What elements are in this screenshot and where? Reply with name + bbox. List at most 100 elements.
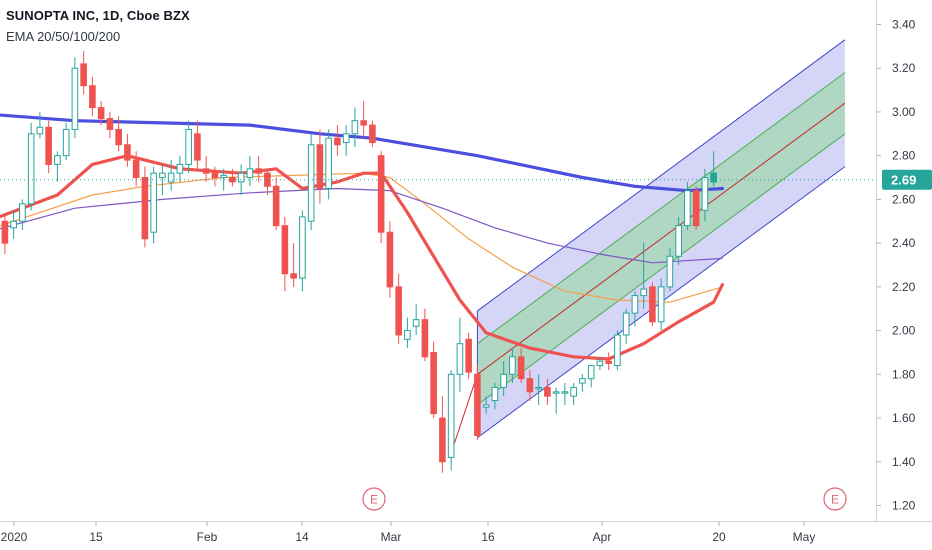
- candle: [62, 122, 70, 161]
- candle: [150, 166, 157, 244]
- candle-body: [561, 391, 569, 394]
- earnings-marker[interactable]: E: [823, 487, 847, 511]
- candle-body: [386, 231, 394, 288]
- earnings-marker[interactable]: E: [362, 487, 386, 511]
- candle: [36, 111, 44, 139]
- channel-median-line: [477, 102, 846, 375]
- candle-body: [692, 190, 700, 227]
- candle: [10, 210, 17, 239]
- candle: [246, 155, 254, 187]
- candle-body: [150, 172, 157, 233]
- price-tick-label: 3.20: [892, 61, 916, 75]
- candle-body: [570, 386, 577, 397]
- candle-body: [430, 351, 437, 415]
- candle-body: [421, 319, 429, 358]
- candle: [684, 181, 691, 231]
- candle: [430, 341, 437, 419]
- candle: [579, 374, 586, 392]
- candle-body: [526, 378, 534, 393]
- candle-body: [369, 124, 376, 144]
- candle-body: [1, 220, 9, 244]
- candle: [342, 125, 350, 156]
- candle: [421, 308, 429, 362]
- time-tick-label: 20: [712, 530, 726, 544]
- candle: [622, 308, 630, 344]
- candle-body: [62, 128, 70, 157]
- candle-body: [167, 172, 175, 183]
- candle: [316, 129, 324, 204]
- candle: [360, 101, 367, 139]
- candle-body: [622, 312, 630, 336]
- candle-body: [439, 417, 446, 463]
- candle: [465, 332, 472, 379]
- candle-body: [447, 373, 455, 458]
- candle-body: [237, 172, 245, 183]
- price-tick-label: 2.40: [892, 236, 916, 250]
- price-axis-background: [876, 0, 932, 550]
- time-tick-label: 16: [481, 530, 495, 544]
- candle: [447, 369, 455, 471]
- candle: [605, 352, 612, 370]
- candle: [272, 177, 280, 231]
- ema20-line: [0, 154, 724, 361]
- candle-body: [202, 168, 210, 174]
- time-axis: 2020 15 Feb 14 Mar 16 Apr 20 May: [0, 521, 932, 550]
- price-tick-label: 2.00: [892, 324, 916, 338]
- price-tick-label: 1.80: [892, 367, 916, 381]
- candle: [351, 107, 359, 147]
- candle-body: [334, 137, 341, 146]
- candle-body: [194, 133, 201, 161]
- candle-body: [159, 172, 166, 179]
- candle-body: [97, 107, 105, 120]
- candle: [237, 164, 245, 196]
- candle: [325, 129, 332, 200]
- candle-body: [701, 177, 709, 211]
- candle: [570, 383, 577, 405]
- candlesticks: [1, 50, 717, 473]
- indicator-legend[interactable]: EMA 20/50/100/200: [6, 29, 121, 44]
- regression-channel: [450, 39, 846, 454]
- ema200-line: [0, 113, 724, 193]
- last-price-label: 2.69: [891, 173, 916, 188]
- candle: [124, 133, 131, 167]
- candle-body: [290, 273, 297, 279]
- earnings-circle: [823, 487, 847, 511]
- candle-body: [666, 255, 674, 288]
- candle: [614, 330, 621, 370]
- candle-body: [482, 404, 490, 408]
- price-tick-label: 3.00: [892, 105, 916, 119]
- candle: [132, 151, 140, 187]
- candle: [27, 122, 35, 211]
- candle-body: [657, 286, 665, 323]
- price-tick-label: 1.40: [892, 455, 916, 469]
- candle-body: [552, 391, 560, 394]
- candle-body: [124, 144, 131, 161]
- price-tick-label: 2.20: [892, 280, 916, 294]
- candle: [412, 304, 420, 335]
- candle: [369, 120, 376, 147]
- candle: [482, 396, 490, 414]
- time-tick-label: Feb: [197, 530, 218, 544]
- time-tick-label: 15: [89, 530, 103, 544]
- ema-lines: [0, 113, 724, 361]
- candle: [1, 214, 9, 255]
- time-axis-background: [0, 521, 876, 550]
- candle-body: [517, 356, 525, 380]
- candle-body: [360, 120, 367, 126]
- candle: [666, 247, 674, 292]
- candle: [631, 291, 639, 327]
- channel-inner-lower-line: [477, 133, 846, 406]
- candle: [115, 116, 122, 152]
- candle-body: [614, 334, 621, 367]
- channel-upper-line: [477, 39, 846, 312]
- candle-body: [246, 168, 254, 179]
- candle-body: [71, 67, 79, 130]
- candle: [290, 243, 297, 287]
- candle: [500, 361, 507, 397]
- candle: [377, 151, 385, 244]
- candle-body: [596, 360, 604, 367]
- candle-body: [500, 373, 507, 388]
- candle-body: [141, 177, 149, 240]
- candle: [185, 120, 192, 174]
